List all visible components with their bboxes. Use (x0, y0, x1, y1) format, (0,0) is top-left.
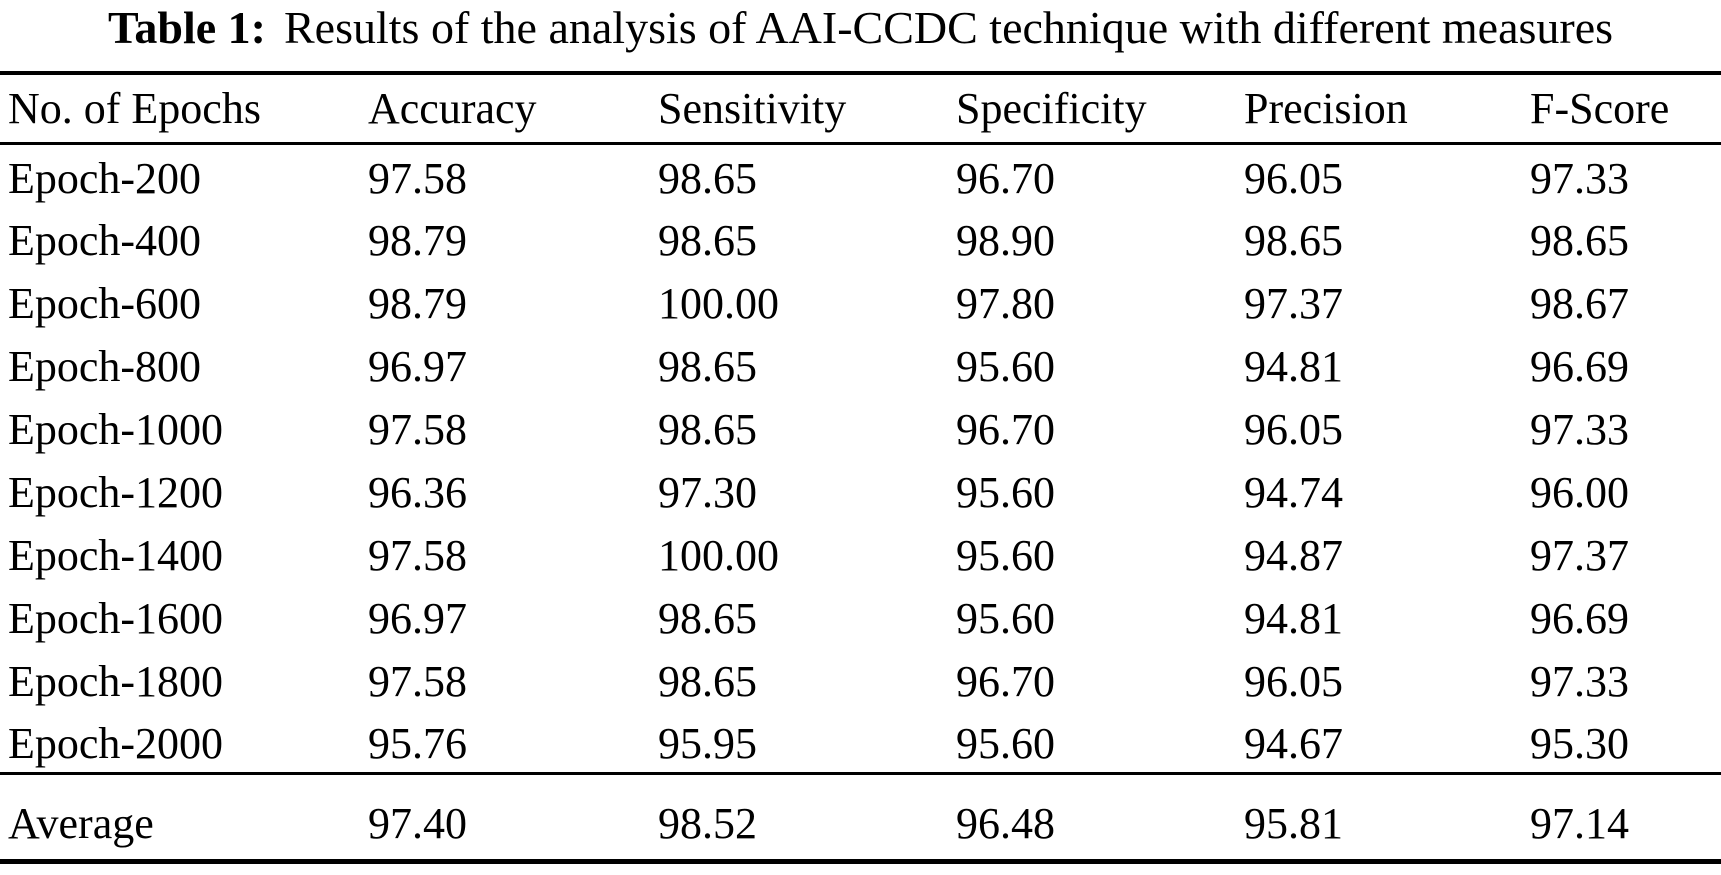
average-row: Average 97.40 98.52 96.48 95.81 97.14 (0, 771, 1721, 861)
cell: 96.70 (956, 657, 1055, 706)
results-table: No. of Epochs Accuracy Sensitivity Speci… (0, 71, 1721, 864)
cell: 98.79 (368, 216, 467, 265)
cell: 97.40 (360, 771, 650, 861)
cell: 96.97 (368, 342, 467, 391)
table-row: Epoch-1000 97.58 98.65 96.70 96.05 97.33 (0, 395, 1721, 458)
cell: 97.58 (368, 531, 467, 580)
cell: 97.37 (1244, 279, 1343, 328)
column-header-specificity: Specificity (948, 73, 1236, 145)
cell: 95.81 (1236, 771, 1522, 861)
table-row: Epoch-1600 96.97 98.65 95.60 94.81 96.69 (0, 584, 1721, 647)
cell: 94.81 (1244, 342, 1343, 391)
row-label: Epoch-600 (8, 279, 202, 328)
table-row: Epoch-800 96.97 98.65 95.60 94.81 96.69 (0, 332, 1721, 395)
column-header-epochs: No. of Epochs (0, 73, 360, 145)
table-body: Epoch-200 97.58 98.65 96.70 96.05 97.33 … (0, 143, 1721, 773)
caption-text: Results of the analysis of AAI-CCDC tech… (284, 2, 1614, 53)
cell: 96.69 (1530, 594, 1629, 643)
cell: 95.60 (956, 719, 1055, 769)
cell: 94.87 (1244, 531, 1343, 580)
cell: 98.65 (658, 342, 757, 391)
cell: 95.60 (956, 468, 1055, 517)
cell: 96.00 (1530, 468, 1629, 517)
row-label: Epoch-1600 (8, 594, 224, 643)
cell: 96.70 (956, 405, 1055, 454)
table-row: Epoch-2000 95.76 95.95 95.60 94.67 95.30 (0, 710, 1721, 773)
cell: 97.30 (658, 468, 757, 517)
row-label: Epoch-800 (8, 342, 202, 391)
cell: 98.90 (956, 216, 1055, 265)
caption-label: Table 1: (107, 2, 266, 53)
row-label: Epoch-400 (8, 216, 202, 265)
cell: 95.95 (658, 719, 757, 769)
cell: 95.60 (956, 531, 1055, 580)
row-label: Epoch-200 (8, 153, 202, 203)
table-row: Epoch-400 98.79 98.65 98.90 98.65 98.65 (0, 206, 1721, 269)
cell: 98.65 (658, 216, 757, 265)
cell: 98.67 (1530, 279, 1629, 328)
cell: 96.97 (368, 594, 467, 643)
cell: 95.60 (956, 342, 1055, 391)
cell: 97.58 (368, 657, 467, 706)
table-row: Epoch-1200 96.36 97.30 95.60 94.74 96.00 (0, 458, 1721, 521)
cell: 98.65 (658, 153, 757, 203)
cell: 94.81 (1244, 594, 1343, 643)
cell: 94.74 (1244, 468, 1343, 517)
table-row: Epoch-1400 97.58 100.00 95.60 94.87 97.3… (0, 521, 1721, 584)
cell: 97.14 (1522, 771, 1721, 861)
cell: 97.33 (1530, 657, 1629, 706)
cell: 97.80 (956, 279, 1055, 328)
cell: 100.00 (658, 531, 779, 580)
cell: 98.52 (650, 771, 948, 861)
column-header-accuracy: Accuracy (360, 73, 650, 145)
cell: 96.36 (368, 468, 467, 517)
cell: 100.00 (658, 279, 779, 328)
cell: 97.33 (1530, 153, 1629, 203)
cell: 98.65 (658, 594, 757, 643)
column-header-sensitivity: Sensitivity (650, 73, 948, 145)
cell: 98.65 (1530, 216, 1629, 265)
table-row: Epoch-200 97.58 98.65 96.70 96.05 97.33 (0, 143, 1721, 206)
row-label: Epoch-2000 (8, 719, 224, 769)
cell: 96.48 (948, 771, 1236, 861)
cell: 96.70 (956, 153, 1055, 203)
table-header: No. of Epochs Accuracy Sensitivity Speci… (0, 73, 1721, 145)
cell: 97.58 (368, 405, 467, 454)
cell: 96.05 (1244, 153, 1343, 203)
cell: 96.05 (1244, 657, 1343, 706)
column-header-fscore: F-Score (1522, 73, 1721, 145)
table-footer: Average 97.40 98.52 96.48 95.81 97.14 (0, 771, 1721, 861)
cell: 98.65 (1244, 216, 1343, 265)
cell: 96.05 (1244, 405, 1343, 454)
header-row: No. of Epochs Accuracy Sensitivity Speci… (0, 73, 1721, 145)
row-label: Epoch-1400 (8, 531, 224, 580)
cell: 95.76 (368, 719, 467, 769)
cell: 98.79 (368, 279, 467, 328)
cell: 94.67 (1244, 719, 1343, 769)
table-row: Epoch-1800 97.58 98.65 96.70 96.05 97.33 (0, 647, 1721, 710)
cell: 98.65 (658, 405, 757, 454)
row-label: Epoch-1000 (8, 405, 224, 454)
cell: 98.65 (658, 657, 757, 706)
cell: 97.37 (1530, 531, 1629, 580)
cell: 95.60 (956, 594, 1055, 643)
cell: 96.69 (1530, 342, 1629, 391)
table-caption: Table 1: Results of the analysis of AAI-C… (0, 2, 1721, 54)
row-label: Epoch-1200 (8, 468, 224, 517)
column-header-precision: Precision (1236, 73, 1522, 145)
row-label: Average (0, 771, 360, 861)
cell: 97.58 (368, 153, 467, 203)
cell: 95.30 (1530, 719, 1629, 769)
cell: 97.33 (1530, 405, 1629, 454)
table-row: Epoch-600 98.79 100.00 97.80 97.37 98.67 (0, 269, 1721, 332)
row-label: Epoch-1800 (8, 657, 224, 706)
